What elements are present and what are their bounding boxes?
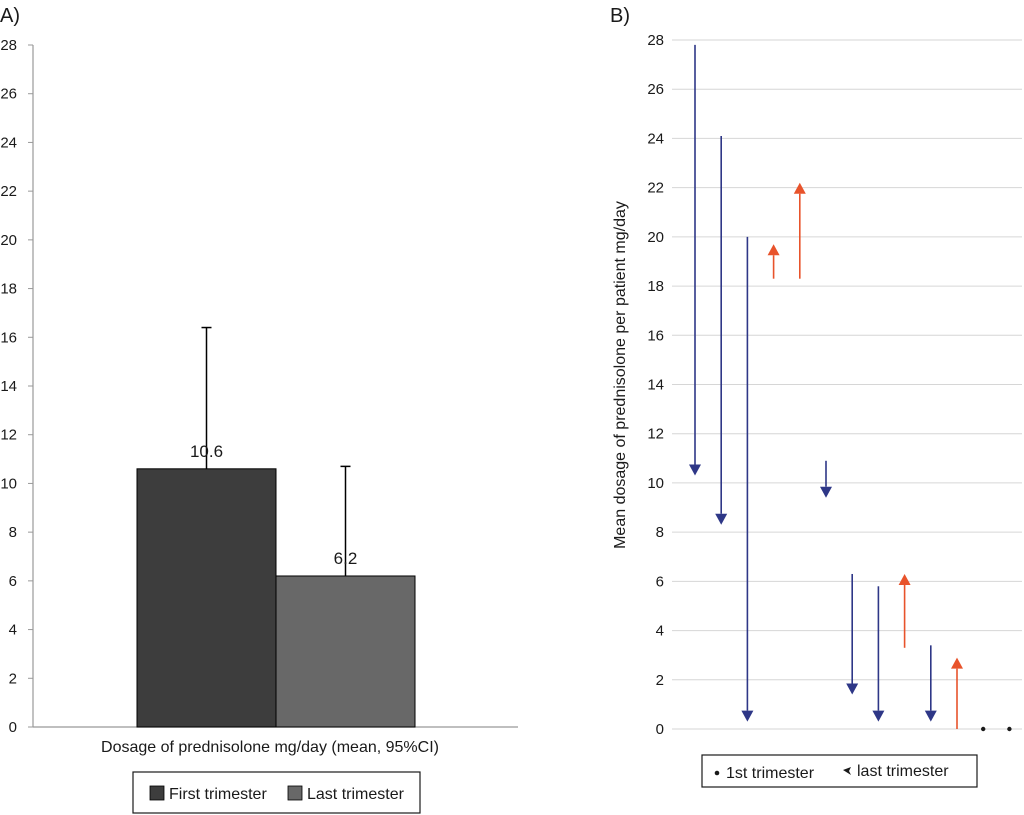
- patient-dot: [981, 726, 986, 732]
- panel-b-legend: 1st trimester last trimester: [701, 754, 978, 788]
- panel-a-y-tick-label: 22: [0, 183, 17, 200]
- panel-a-x-label: Dosage of prednisolone mg/day (mean, 95%…: [101, 739, 439, 756]
- patient-arrowhead: [820, 486, 832, 498]
- panel-b-y-tick-label: 24: [647, 130, 664, 147]
- panel-b-y-tick-label: 12: [647, 426, 664, 443]
- panel-a-y-tick-label: 20: [0, 232, 17, 249]
- panel-a-y-tick-label: 2: [9, 670, 17, 687]
- data-label-first-trimester: 10.6: [190, 442, 223, 461]
- patient-arrow: [981, 726, 986, 732]
- legend-label-1st-trimester: 1st trimester: [726, 765, 815, 782]
- panel-b-gridlines: [672, 39, 1022, 730]
- panel-a-y-tick-label: 12: [0, 427, 17, 444]
- patient-arrowhead: [846, 683, 859, 695]
- panel-a-y-tick-label: 26: [0, 86, 17, 103]
- data-label-last-trimester: 6.2: [334, 549, 358, 568]
- panel-a-bars: 10.6 6.2: [136, 326, 416, 728]
- panel-a-y-tick-label: 18: [0, 281, 17, 298]
- panel-b-y-tick-label: 0: [656, 721, 664, 738]
- patient-arrow: [924, 645, 937, 722]
- panel-b-y-tick-label: 22: [647, 180, 664, 197]
- panel-b-label: B): [610, 5, 630, 27]
- panel-a-y-tick-label: 14: [0, 378, 17, 395]
- panel-a-y-tick-label: 28: [0, 37, 17, 54]
- patient-arrow: [741, 236, 754, 722]
- patient-arrow: [898, 573, 911, 648]
- patient-arrowhead: [715, 513, 728, 525]
- panel-b-y-tick-label: 26: [647, 81, 664, 98]
- bar-last-trimester: [275, 575, 416, 728]
- legend-label-last-trimester-b: last trimester: [857, 763, 949, 780]
- panel-b-y-tick-label: 8: [656, 524, 664, 541]
- panel-a-y-tick-label: 16: [0, 329, 17, 346]
- panel-a-y-tick-label: 6: [9, 573, 17, 590]
- panel-a-y-tick-label: 10: [0, 475, 17, 492]
- panel-b-legend-box: [701, 754, 978, 788]
- legend-label-first-trimester: First trimester: [169, 786, 267, 803]
- patient-arrow: [715, 135, 728, 525]
- patient-arrow: [872, 586, 885, 722]
- panel-b-y-tick-label: 20: [647, 229, 664, 246]
- panel-b-arrows: [689, 44, 1012, 732]
- patient-arrowhead: [741, 710, 754, 722]
- panel-b-y-tick-label: 6: [656, 573, 664, 590]
- legend-dot-icon: [714, 770, 720, 776]
- patient-arrowhead: [793, 182, 806, 194]
- panel-b-y-tick-label: 28: [647, 32, 664, 49]
- panel-b-y-tick-label: 2: [656, 672, 664, 689]
- panel-a-y-tick-label: 24: [0, 134, 17, 151]
- panel-a-legend: First trimester Last trimester: [132, 771, 421, 814]
- patient-arrowhead: [767, 244, 780, 256]
- patient-arrow: [820, 460, 832, 498]
- patient-arrowhead: [689, 464, 701, 476]
- legend-arrowhead-icon: [843, 767, 851, 775]
- patient-arrow: [951, 657, 963, 729]
- panel-a-label: A): [0, 5, 20, 27]
- panel-a-legend-box: [132, 771, 421, 814]
- patient-arrowhead: [898, 573, 911, 585]
- patient-arrowhead: [872, 710, 885, 722]
- patient-arrowhead: [951, 657, 963, 669]
- legend-swatch-last-trimester: [287, 785, 303, 801]
- patient-arrow: [767, 244, 780, 279]
- panel-b-y-tick-label: 18: [647, 278, 664, 295]
- panel-b-y-label: Mean dosage of prednisolone per patient …: [612, 201, 629, 549]
- panel-a-y-tick-label: 0: [9, 719, 17, 736]
- panel-b-y-tick-label: 10: [647, 475, 664, 492]
- patient-arrow: [793, 182, 806, 279]
- patient-arrowhead: [924, 710, 937, 722]
- panel-b-y-tick-label: 14: [647, 377, 664, 394]
- legend-label-last-trimester: Last trimester: [307, 786, 405, 803]
- legend-swatch-first-trimester: [149, 785, 165, 801]
- panel-b-y-tick-label: 16: [647, 327, 664, 344]
- bar-first-trimester: [136, 468, 277, 728]
- patient-arrow: [689, 44, 701, 476]
- panel-a-y-tick-label: 8: [9, 524, 17, 541]
- patient-dot: [1007, 726, 1012, 732]
- patient-arrow: [846, 573, 859, 695]
- panel-b-y-tick-label: 4: [656, 623, 664, 640]
- patient-arrow: [1007, 726, 1012, 732]
- panel-a-y-tick-label: 4: [9, 622, 17, 639]
